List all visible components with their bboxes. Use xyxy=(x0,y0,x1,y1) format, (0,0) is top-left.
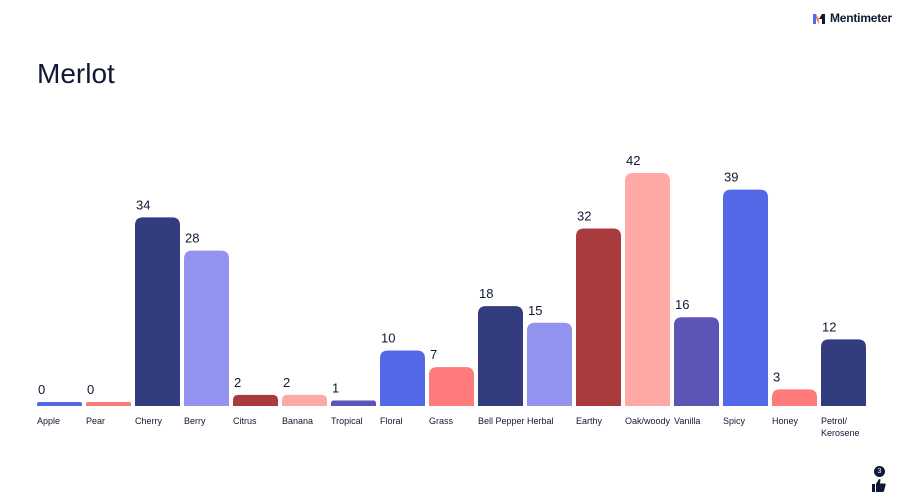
mentimeter-logo-icon xyxy=(812,13,825,24)
value-label-oak-woody: 42 xyxy=(626,153,640,168)
bar-pear xyxy=(86,402,131,406)
bar-oak-woody xyxy=(625,173,670,406)
page-title: Merlot xyxy=(37,58,115,89)
value-label-berry: 28 xyxy=(185,231,199,246)
value-label-banana: 2 xyxy=(283,375,290,390)
bar-honey xyxy=(772,389,817,406)
category-label-earthy: Earthy xyxy=(576,416,603,426)
category-label-cherry: Cherry xyxy=(135,416,163,426)
value-label-cherry: 34 xyxy=(136,197,150,212)
bar-apple xyxy=(37,402,82,406)
value-label-apple: 0 xyxy=(38,382,45,397)
category-label-tropical: Tropical xyxy=(331,416,363,426)
bar-spicy xyxy=(723,189,768,406)
category-label-vanilla: Vanilla xyxy=(674,416,700,426)
bar-earthy xyxy=(576,228,621,406)
value-label-bell-pepper: 18 xyxy=(479,286,493,301)
category-label-herbal: Herbal xyxy=(527,416,554,426)
bar-tropical xyxy=(331,400,376,406)
category-label-bell-pepper: Bell Pepper xyxy=(478,416,525,426)
brand-name: Mentimeter xyxy=(829,11,892,25)
value-label-petrol-kerosene: 12 xyxy=(822,319,836,334)
category-label-floral: Floral xyxy=(380,416,403,426)
bar-citrus xyxy=(233,394,278,406)
bar-floral xyxy=(380,350,425,406)
bar-grass xyxy=(429,367,474,406)
value-label-vanilla: 16 xyxy=(675,297,689,312)
bar-berry xyxy=(184,250,229,406)
value-label-grass: 7 xyxy=(430,347,437,362)
value-label-herbal: 15 xyxy=(528,303,542,318)
category-label-honey: Honey xyxy=(772,416,799,426)
category-label-apple: Apple xyxy=(37,416,60,426)
category-label-banana: Banana xyxy=(282,416,313,426)
category-label-spicy: Spicy xyxy=(723,416,746,426)
value-label-pear: 0 xyxy=(87,382,94,397)
value-label-honey: 3 xyxy=(773,369,780,384)
bar-herbal xyxy=(527,322,572,406)
reaction-count-badge: 3 xyxy=(874,466,885,477)
category-label-grass: Grass xyxy=(429,416,454,426)
reactions-button[interactable]: 3 xyxy=(872,466,888,492)
category-label-citrus: Citrus xyxy=(233,416,257,426)
bar-banana xyxy=(282,394,327,406)
bar-cherry xyxy=(135,217,180,406)
value-label-spicy: 39 xyxy=(724,170,738,185)
value-label-citrus: 2 xyxy=(234,375,241,390)
thumbs-up-icon xyxy=(872,479,886,492)
bar-petrol-kerosene xyxy=(821,339,866,406)
category-label-berry: Berry xyxy=(184,416,206,426)
value-label-earthy: 32 xyxy=(577,208,591,223)
category-label-oak-woody: Oak/woody xyxy=(625,416,671,426)
category-label-pear: Pear xyxy=(86,416,105,426)
bar-vanilla xyxy=(674,317,719,406)
category-label-petrol-kerosene: Petrol/Kerosene xyxy=(821,416,860,438)
mentimeter-logo: Mentimeter xyxy=(812,11,892,25)
value-label-floral: 10 xyxy=(381,331,395,346)
value-label-tropical: 1 xyxy=(332,380,339,395)
bar-bell-pepper xyxy=(478,306,523,406)
